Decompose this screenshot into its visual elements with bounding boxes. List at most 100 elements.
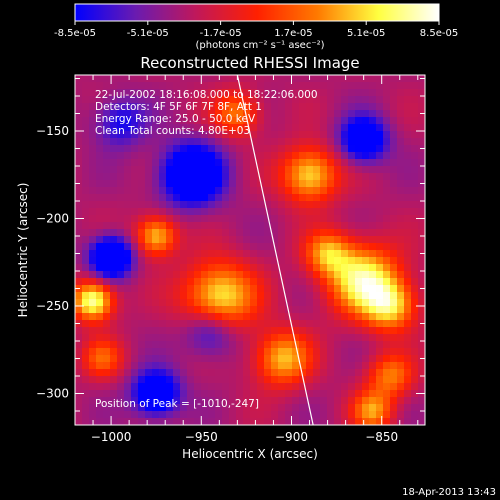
heatmap-cell xyxy=(166,215,174,223)
heatmap-cell xyxy=(194,292,202,300)
heatmap-cell xyxy=(215,215,223,223)
heatmap-cell xyxy=(292,271,300,279)
heatmap-cell xyxy=(299,313,307,321)
heatmap-cell xyxy=(264,124,272,132)
heatmap-cell xyxy=(229,355,237,363)
heatmap-cell xyxy=(292,89,300,97)
heatmap-cell xyxy=(376,383,384,391)
heatmap-cell xyxy=(229,285,237,293)
heatmap-cell xyxy=(306,257,314,265)
heatmap-cell xyxy=(110,355,118,363)
heatmap-cell xyxy=(180,117,188,125)
heatmap-cell xyxy=(292,236,300,244)
heatmap-cell xyxy=(236,327,244,335)
heatmap-cell xyxy=(334,271,342,279)
heatmap-cell xyxy=(334,264,342,272)
heatmap-cell xyxy=(145,362,153,370)
heatmap-cell xyxy=(145,250,153,258)
heatmap-cell xyxy=(173,96,181,104)
heatmap-cell xyxy=(82,236,90,244)
heatmap-cell xyxy=(271,138,279,146)
heatmap-cell xyxy=(250,173,258,181)
heatmap-cell xyxy=(222,418,230,425)
heatmap-cell xyxy=(376,138,384,146)
heatmap-cell xyxy=(299,152,307,160)
heatmap-cell xyxy=(313,117,321,125)
heatmap-cell xyxy=(404,285,412,293)
heatmap-cell xyxy=(306,369,314,377)
heatmap-cell xyxy=(299,180,307,188)
heatmap-cell xyxy=(285,208,293,216)
heatmap-cell xyxy=(320,348,328,356)
heatmap-cell xyxy=(341,341,349,349)
heatmap-cell xyxy=(145,341,153,349)
heatmap-cell xyxy=(201,215,209,223)
heatmap-cell xyxy=(117,264,125,272)
heatmap-cell xyxy=(320,250,328,258)
heatmap-cell xyxy=(138,145,146,153)
heatmap-cell xyxy=(320,103,328,111)
heatmap-cell xyxy=(208,166,216,174)
heatmap-cell xyxy=(187,271,195,279)
heatmap-cell xyxy=(320,299,328,307)
heatmap-cell xyxy=(243,292,251,300)
heatmap-cell xyxy=(390,159,398,167)
heatmap-cell xyxy=(117,292,125,300)
heatmap-cell xyxy=(369,292,377,300)
heatmap-cell xyxy=(313,257,321,265)
heatmap-cell xyxy=(257,264,265,272)
heatmap-cell xyxy=(96,397,104,405)
heatmap-cell xyxy=(299,369,307,377)
heatmap-cell xyxy=(341,404,349,412)
heatmap-cell xyxy=(138,278,146,286)
heatmap-cell xyxy=(103,208,111,216)
heatmap-cell xyxy=(299,215,307,223)
heatmap-cell xyxy=(243,180,251,188)
heatmap-cell xyxy=(348,376,356,384)
heatmap-cell xyxy=(271,411,279,419)
heatmap-cell xyxy=(187,250,195,258)
heatmap-cell xyxy=(96,271,104,279)
heatmap-cell xyxy=(75,376,83,384)
heatmap-cell xyxy=(411,194,419,202)
heatmap-cell xyxy=(306,313,314,321)
heatmap-cell xyxy=(313,131,321,139)
heatmap-cell xyxy=(320,369,328,377)
heatmap-cell xyxy=(390,341,398,349)
heatmap-cell xyxy=(292,222,300,230)
heatmap-cell xyxy=(243,334,251,342)
heatmap-cell xyxy=(236,152,244,160)
heatmap-cell xyxy=(348,383,356,391)
heatmap-cell xyxy=(117,313,125,321)
heatmap-cell xyxy=(208,250,216,258)
heatmap-cell xyxy=(299,124,307,132)
heatmap-cell xyxy=(411,131,419,139)
heatmap-cell xyxy=(285,201,293,209)
heatmap-cell xyxy=(411,418,419,425)
heatmap-cell xyxy=(138,285,146,293)
heatmap-cell xyxy=(110,285,118,293)
heatmap-cell xyxy=(271,369,279,377)
heatmap-cell xyxy=(418,187,425,195)
heatmap-cell xyxy=(103,215,111,223)
heatmap-cell xyxy=(117,369,125,377)
heatmap-cell xyxy=(376,390,384,398)
heatmap-cell xyxy=(236,348,244,356)
heatmap-cell xyxy=(222,173,230,181)
heatmap-cell xyxy=(215,131,223,139)
heatmap-cell xyxy=(187,208,195,216)
heatmap-cell xyxy=(397,89,405,97)
heatmap-cell xyxy=(138,390,146,398)
heatmap-cell xyxy=(299,418,307,425)
heatmap-cell xyxy=(75,334,83,342)
heatmap-cell xyxy=(187,411,195,419)
heatmap-cell xyxy=(348,208,356,216)
heatmap-cell xyxy=(236,243,244,251)
heatmap-cell xyxy=(397,306,405,314)
heatmap-cell xyxy=(348,292,356,300)
heatmap-cell xyxy=(390,201,398,209)
heatmap-cell xyxy=(229,152,237,160)
heatmap-cell xyxy=(145,299,153,307)
heatmap-cell xyxy=(411,369,419,377)
heatmap-cell xyxy=(131,75,139,83)
